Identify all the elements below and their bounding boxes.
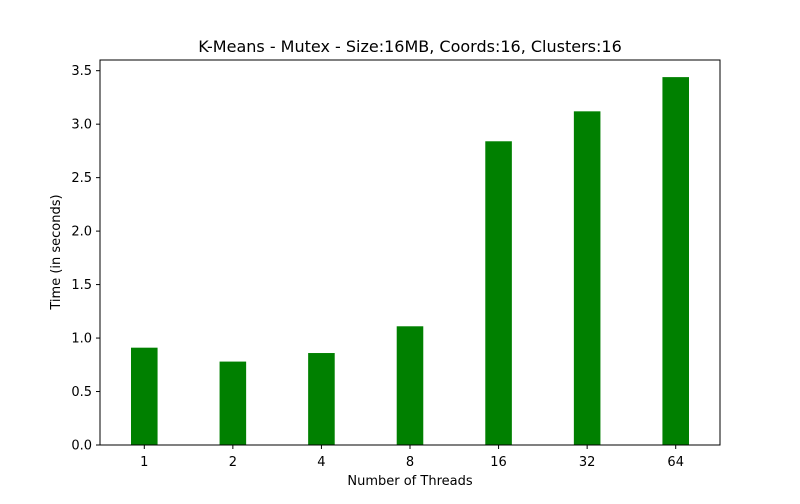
y-axis-ticks: 0.0 0.5 1.0 1.5 2.0 2.5 3.0 3.5 — [71, 64, 100, 454]
x-axis-ticks: 1 2 4 8 16 32 64 — [140, 445, 684, 470]
x-tick-label: 32 — [579, 455, 596, 470]
bars — [131, 77, 689, 446]
y-tick-label: 3.0 — [71, 118, 92, 133]
bar-32 — [573, 111, 601, 445]
chart-title: K-Means - Mutex - Size:16MB, Coords:16, … — [198, 37, 622, 56]
x-tick-label: 64 — [667, 455, 684, 470]
bar-8 — [396, 326, 424, 445]
x-tick-label: 1 — [140, 455, 148, 470]
y-tick-label: 3.5 — [71, 64, 92, 79]
bar-64 — [662, 77, 689, 446]
x-tick-label: 16 — [490, 455, 507, 470]
y-tick-label: 2.0 — [71, 225, 92, 240]
y-tick-label: 0.0 — [71, 439, 92, 454]
y-tick-label: 2.5 — [71, 171, 92, 186]
y-tick-label: 0.5 — [71, 385, 92, 400]
plot-frame — [99, 59, 721, 446]
bar-1 — [131, 347, 158, 445]
bar-4 — [308, 353, 335, 445]
x-axis-label: Number of Threads — [347, 474, 472, 489]
bar-16 — [485, 141, 512, 445]
y-tick-label: 1.0 — [71, 332, 92, 347]
bar-2 — [219, 361, 247, 445]
x-tick-label: 8 — [406, 455, 414, 470]
x-tick-label: 4 — [317, 455, 325, 470]
y-tick-label: 1.5 — [71, 278, 92, 293]
y-axis-label: Time (in seconds) — [49, 194, 64, 310]
x-tick-label: 2 — [229, 455, 237, 470]
